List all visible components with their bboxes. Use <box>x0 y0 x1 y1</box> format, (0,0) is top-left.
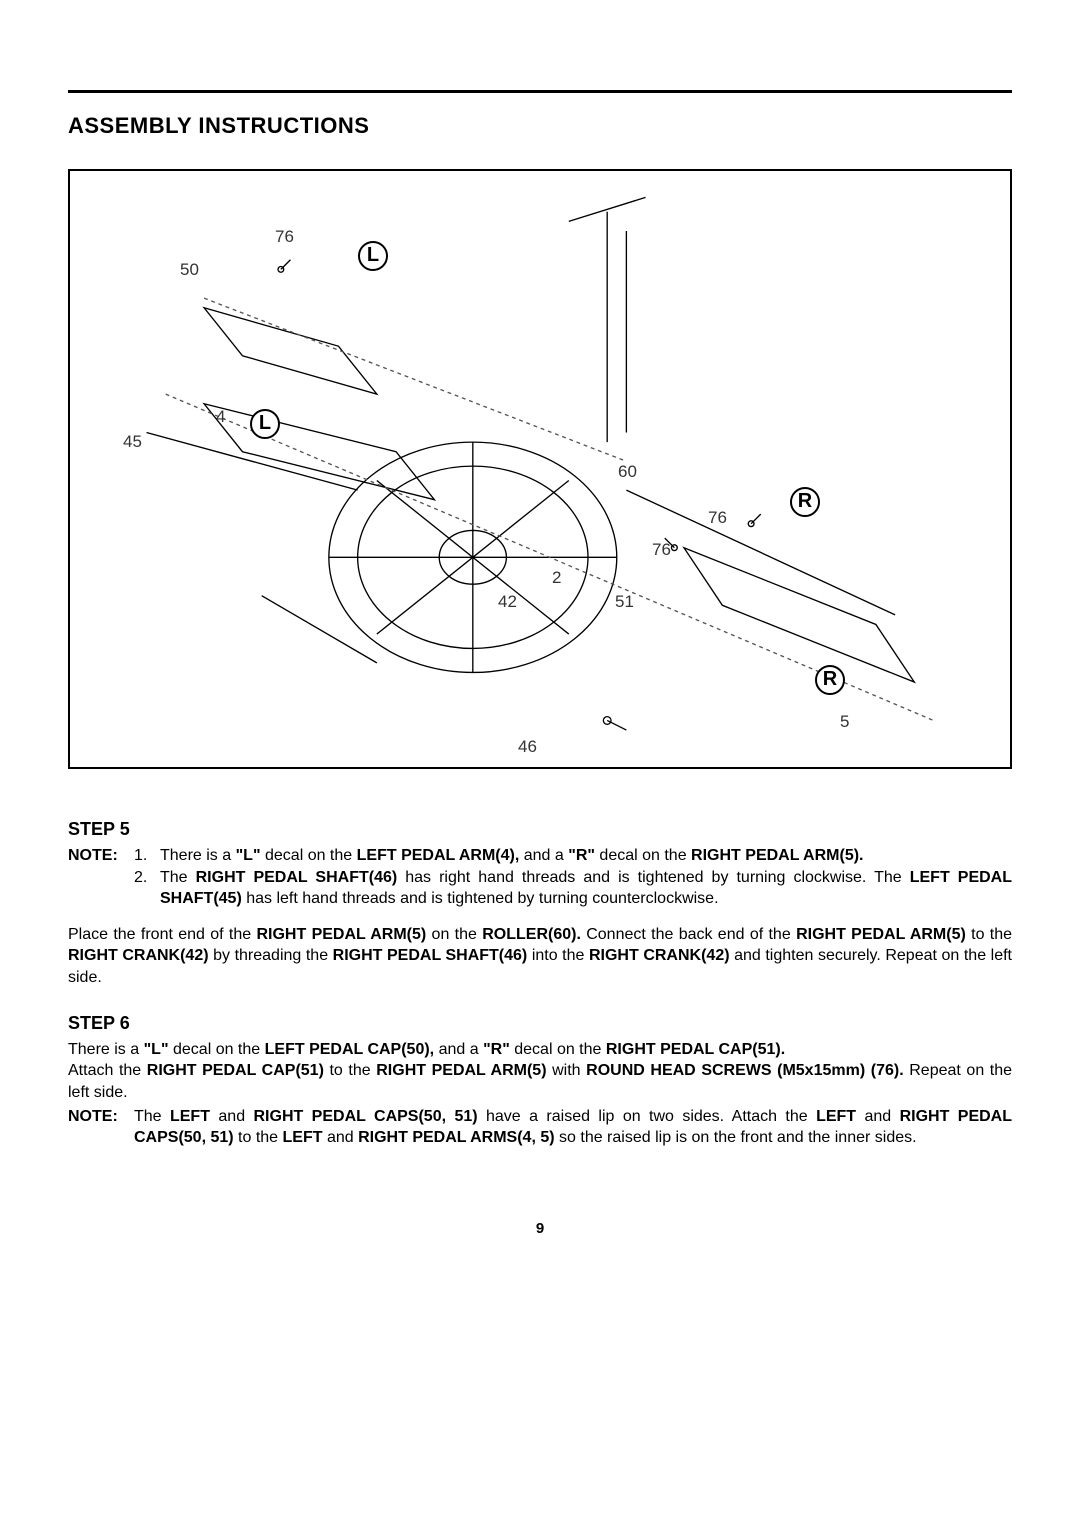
t: Connect the back end of the <box>581 926 796 943</box>
t: and <box>856 1108 900 1125</box>
t: LEFT PEDAL ARM(4), <box>357 847 520 864</box>
t: has right hand threads and is tightened … <box>397 869 910 886</box>
t: decal on the <box>595 847 691 864</box>
section-title: ASSEMBLY INSTRUCTIONS <box>68 111 1012 141</box>
t: ROLLER(60). <box>482 926 581 943</box>
t: ROUND HEAD SCREWS (M5x15mm) (76). <box>586 1062 904 1079</box>
t: Place the front end of the <box>68 926 256 943</box>
badge-L-upper: L <box>358 241 388 271</box>
t: LEFT PEDAL CAP(50), <box>265 1041 435 1058</box>
step5-note: NOTE: 1. There is a "L" decal on the LEF… <box>68 845 1012 910</box>
t: decal on the <box>169 1041 265 1058</box>
badge-R-lower: R <box>815 665 845 695</box>
item-text: There is a "L" decal on the LEFT PEDAL A… <box>160 845 864 867</box>
t: by threading the <box>209 947 333 964</box>
note-label: NOTE: <box>68 845 134 910</box>
t: LEFT <box>816 1108 856 1125</box>
badge-L-lower: L <box>250 409 280 439</box>
t: so the raised lip is on the front and th… <box>555 1129 917 1146</box>
t: with <box>547 1062 587 1079</box>
t: RIGHT CRANK(42) <box>68 947 209 964</box>
step6-title: STEP 6 <box>68 1011 1012 1035</box>
t: and a <box>434 1041 483 1058</box>
t: and <box>323 1129 359 1146</box>
callout-76a: 76 <box>275 226 294 249</box>
t: RIGHT PEDAL ARM(5) <box>796 926 966 943</box>
t: RIGHT PEDAL ARM(5) <box>256 926 426 943</box>
t: RIGHT CRANK(42) <box>589 947 730 964</box>
t: RIGHT PEDAL CAP(51). <box>606 1041 785 1058</box>
t: to the <box>966 926 1012 943</box>
t: RIGHT PEDAL ARMS(4, 5) <box>358 1129 554 1146</box>
t: LEFT <box>283 1129 323 1146</box>
t: Attach the <box>68 1062 147 1079</box>
callout-45: 45 <box>123 431 142 454</box>
t: RIGHT PEDAL SHAFT(46) <box>333 947 528 964</box>
t: There is a <box>160 847 236 864</box>
t: RIGHT PEDAL SHAFT(46) <box>196 869 398 886</box>
step6-line2: Attach the RIGHT PEDAL CAP(51) to the RI… <box>68 1060 1012 1103</box>
t: RIGHT PEDAL CAP(51) <box>147 1062 324 1079</box>
t: LEFT <box>170 1108 210 1125</box>
t: RIGHT PEDAL ARM(5) <box>376 1062 546 1079</box>
callout-60: 60 <box>618 461 637 484</box>
step5-note-item1: 1. There is a "L" decal on the LEFT PEDA… <box>134 845 1012 867</box>
step5-paragraph: Place the front end of the RIGHT PEDAL A… <box>68 924 1012 989</box>
callout-2: 2 <box>552 567 561 590</box>
callout-42: 42 <box>498 591 517 614</box>
t: to the <box>234 1129 283 1146</box>
step5-note-item2: 2. The RIGHT PEDAL SHAFT(46) has right h… <box>134 867 1012 910</box>
top-rule <box>68 90 1012 93</box>
t: "R" <box>568 847 595 864</box>
callout-51: 51 <box>615 591 634 614</box>
callout-46: 46 <box>518 736 537 759</box>
t: "R" <box>483 1041 510 1058</box>
t: The <box>160 869 196 886</box>
step5-title: STEP 5 <box>68 817 1012 841</box>
assembly-diagram: 76 50 4 45 60 76 76 2 42 51 5 46 L L R R <box>68 169 1012 769</box>
t: RIGHT PEDAL ARM(5). <box>691 847 863 864</box>
t: decal on the <box>261 847 357 864</box>
t: "L" <box>144 1041 169 1058</box>
badge-R-upper: R <box>790 487 820 517</box>
t: on the <box>426 926 482 943</box>
t: to the <box>324 1062 376 1079</box>
t: and a <box>519 847 568 864</box>
item-text: The RIGHT PEDAL SHAFT(46) has right hand… <box>160 867 1012 910</box>
t: "L" <box>236 847 261 864</box>
t: and <box>210 1108 254 1125</box>
item-number: 2. <box>134 867 160 910</box>
callout-76c: 76 <box>652 539 671 562</box>
callout-50: 50 <box>180 259 199 282</box>
step6-note-text: The LEFT and RIGHT PEDAL CAPS(50, 51) ha… <box>134 1106 1012 1149</box>
callout-5: 5 <box>840 711 849 734</box>
t: The <box>134 1108 170 1125</box>
page-number: 9 <box>68 1219 1012 1239</box>
t: RIGHT PEDAL CAPS(50, 51) <box>254 1108 478 1125</box>
t: There is a <box>68 1041 144 1058</box>
step6-line1: There is a "L" decal on the LEFT PEDAL C… <box>68 1039 1012 1061</box>
callout-76b: 76 <box>708 507 727 530</box>
t: has left hand threads and is tightened b… <box>242 890 719 907</box>
t: into the <box>527 947 589 964</box>
step6-note: NOTE: The LEFT and RIGHT PEDAL CAPS(50, … <box>68 1106 1012 1149</box>
note-label: NOTE: <box>68 1106 134 1149</box>
t: have a raised lip on two sides. Attach t… <box>478 1108 816 1125</box>
callout-4: 4 <box>216 406 225 429</box>
diagram-svg <box>82 183 998 755</box>
t: decal on the <box>510 1041 606 1058</box>
item-number: 1. <box>134 845 160 867</box>
